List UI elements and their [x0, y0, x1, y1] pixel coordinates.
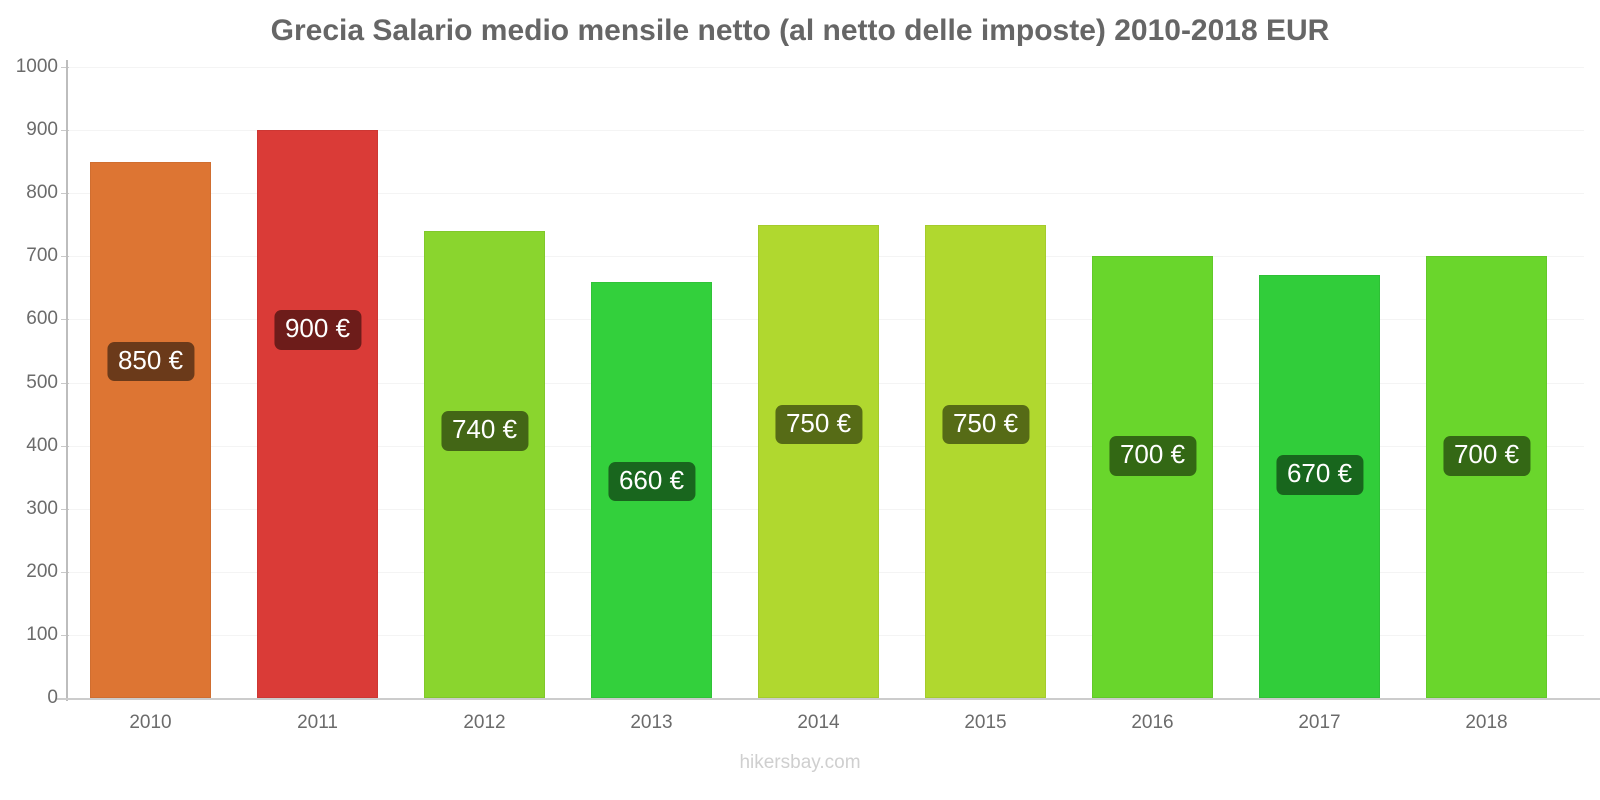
x-tick-label: 2016: [1131, 712, 1174, 733]
x-tick-label: 2014: [797, 712, 840, 733]
y-tick-mark: [61, 571, 69, 573]
y-tick-label: 800: [26, 182, 58, 204]
y-tick-mark: [61, 256, 69, 258]
footer-credit: hikersbay.com: [739, 752, 861, 773]
bar[interactable]: [925, 224, 1046, 698]
y-tick-label: 900: [26, 119, 58, 141]
y-tick-label: 500: [26, 371, 58, 393]
bar-value-label: 670 €: [1275, 455, 1364, 495]
x-tick-label: 2011: [297, 712, 338, 733]
y-tick-mark: [61, 130, 69, 132]
y-tick-mark: [61, 508, 69, 510]
bar-value-label: 750 €: [774, 404, 863, 445]
y-tick-label: 200: [26, 560, 58, 582]
x-tick-label: 2012: [463, 712, 506, 733]
bar[interactable]: [257, 130, 378, 698]
y-tick-mark: [61, 67, 69, 68]
bar-value-label: 660 €: [607, 461, 696, 502]
y-tick-label: 100: [26, 623, 58, 645]
bar-value-label: 700 €: [1108, 436, 1197, 476]
x-tick-label: 2013: [630, 712, 673, 733]
y-tick-label: 0: [47, 687, 58, 708]
gridline: [68, 193, 1584, 195]
bar-value-label: 740 €: [440, 411, 529, 451]
y-tick-label: 600: [26, 308, 58, 330]
x-tick-label: 2010: [129, 712, 172, 733]
y-tick-mark: [61, 445, 69, 447]
bar-value-label: 850 €: [106, 341, 195, 382]
y-tick-mark: [61, 319, 69, 321]
bar[interactable]: [1092, 256, 1213, 698]
bar[interactable]: [1426, 256, 1547, 698]
gridline: [68, 130, 1584, 132]
y-tick-label: 1000: [15, 56, 58, 77]
bar-value-label: 750 €: [941, 404, 1030, 445]
x-tick-label: 2017: [1298, 712, 1341, 733]
y-tick-mark: [61, 193, 69, 195]
x-tick-label: 2018: [1465, 712, 1508, 733]
y-tick-label: 700: [26, 245, 58, 267]
y-tick-mark: [61, 382, 69, 384]
bar-value-label: 700 €: [1442, 436, 1531, 476]
bar[interactable]: [758, 224, 879, 698]
plot-area: 850 € 900 € 740 € 660 € 750 € 750 € 700 € 670 €…: [68, 67, 1584, 698]
x-axis-line: [57, 698, 1600, 700]
bar[interactable]: [424, 231, 545, 698]
x-tick-label: 2015: [964, 712, 1007, 733]
y-axis-line: [66, 60, 68, 701]
y-tick-mark: [61, 634, 69, 636]
bar[interactable]: [90, 161, 211, 698]
bar-value-label: 900 €: [273, 310, 362, 350]
y-tick-label: 300: [26, 497, 58, 519]
chart-title: Grecia Salario medio mensile netto (al n…: [270, 14, 1330, 47]
gridline: [68, 67, 1584, 68]
y-tick-label: 400: [26, 434, 58, 456]
